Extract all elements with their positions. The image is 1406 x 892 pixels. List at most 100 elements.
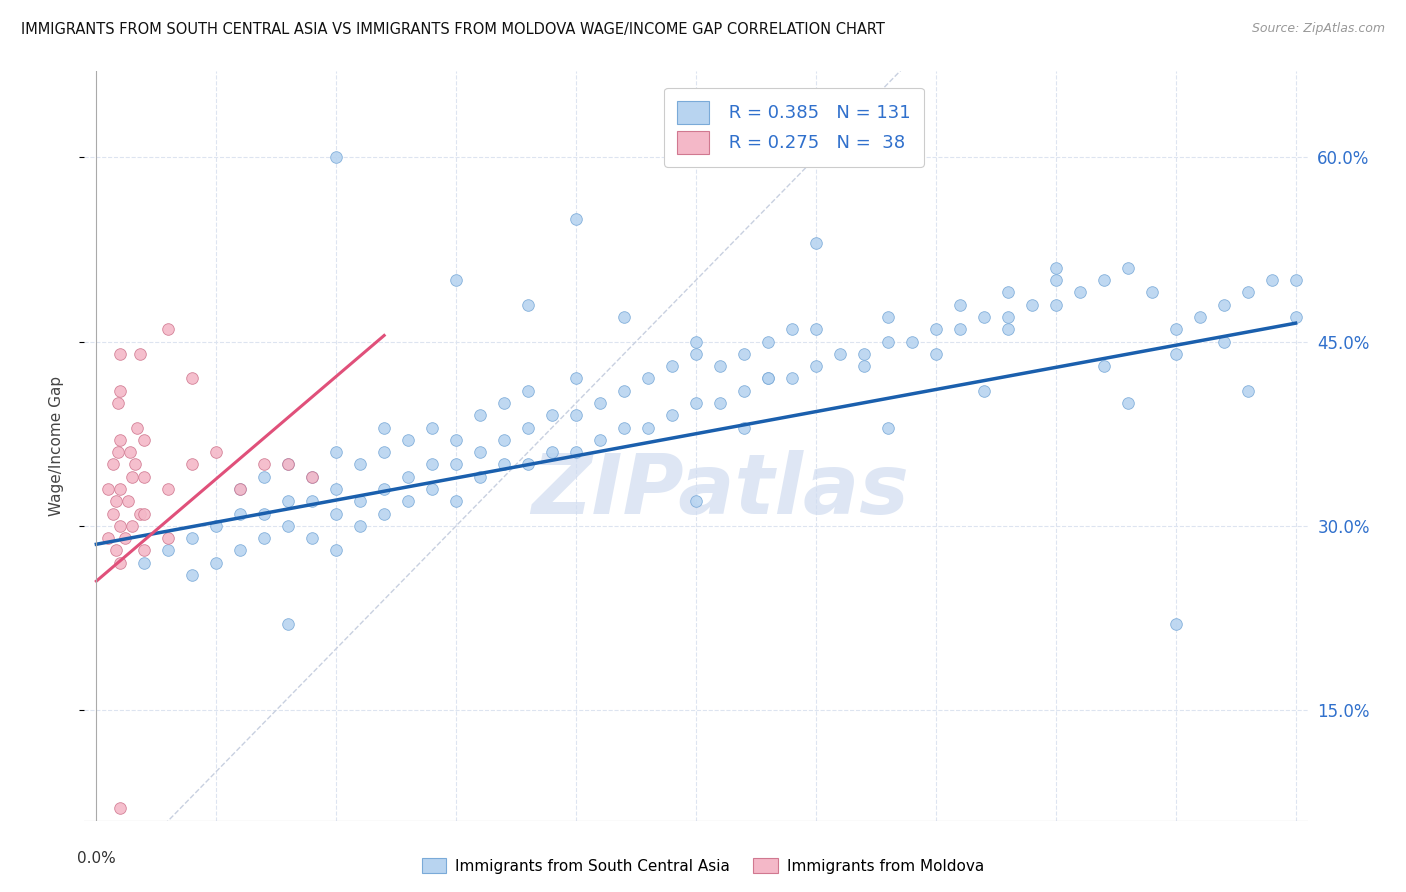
Point [117, 494, 139, 508]
Point [804, 236, 827, 251]
Point [107, 396, 129, 410]
Point [565, 371, 588, 385]
Point [277, 494, 299, 508]
Point [110, 556, 132, 570]
Point [1045, 298, 1067, 312]
Point [277, 519, 299, 533]
Point [325, 445, 347, 459]
Point [253, 531, 276, 545]
Point [876, 420, 898, 434]
Point [613, 310, 636, 324]
Point [901, 334, 924, 349]
Point [685, 396, 707, 410]
Point [1092, 273, 1115, 287]
Point [349, 519, 371, 533]
Point [852, 347, 875, 361]
Point [114, 531, 136, 545]
Point [277, 458, 299, 472]
Point [1164, 322, 1187, 336]
Point [1164, 347, 1187, 361]
Point [205, 556, 228, 570]
Point [949, 322, 972, 336]
Point [134, 556, 156, 570]
Point [494, 396, 516, 410]
Point [277, 458, 299, 472]
Point [444, 433, 467, 447]
Point [613, 420, 636, 434]
Point [420, 420, 443, 434]
Point [733, 347, 755, 361]
Legend:  R = 0.385   N = 131,  R = 0.275   N =  38: R = 0.385 N = 131, R = 0.275 N = 38 [664, 88, 924, 167]
Point [444, 494, 467, 508]
Point [685, 347, 707, 361]
Legend: Immigrants from South Central Asia, Immigrants from Moldova: Immigrants from South Central Asia, Immi… [416, 852, 990, 880]
Text: IMMIGRANTS FROM SOUTH CENTRAL ASIA VS IMMIGRANTS FROM MOLDOVA WAGE/INCOME GAP CO: IMMIGRANTS FROM SOUTH CENTRAL ASIA VS IM… [21, 22, 884, 37]
Point [301, 531, 323, 545]
Point [396, 494, 419, 508]
Point [517, 458, 540, 472]
Point [229, 482, 252, 496]
Point [101, 507, 124, 521]
Point [181, 371, 204, 385]
Point [1260, 273, 1282, 287]
Point [181, 568, 204, 582]
Point [110, 482, 132, 496]
Point [733, 420, 755, 434]
Point [661, 359, 683, 373]
Point [110, 384, 132, 398]
Point [1045, 273, 1067, 287]
Point [104, 543, 127, 558]
Point [709, 359, 731, 373]
Point [229, 482, 252, 496]
Point [468, 409, 491, 423]
Point [565, 211, 588, 226]
Point [396, 469, 419, 483]
Point [1140, 285, 1163, 300]
Point [494, 433, 516, 447]
Point [589, 396, 612, 410]
Point [1164, 617, 1187, 632]
Point [517, 420, 540, 434]
Point [118, 445, 141, 459]
Point [1092, 359, 1115, 373]
Point [301, 469, 323, 483]
Point [804, 359, 827, 373]
Point [828, 347, 851, 361]
Point [205, 519, 228, 533]
Point [637, 371, 659, 385]
Point [253, 469, 276, 483]
Point [1212, 334, 1234, 349]
Point [517, 384, 540, 398]
Point [157, 543, 180, 558]
Point [973, 310, 995, 324]
Point [780, 371, 803, 385]
Point [396, 433, 419, 447]
Point [420, 458, 443, 472]
Point [733, 384, 755, 398]
Point [349, 494, 371, 508]
Point [110, 519, 132, 533]
Point [876, 310, 898, 324]
Point [685, 494, 707, 508]
Point [444, 458, 467, 472]
Point [1116, 260, 1139, 275]
Point [128, 507, 150, 521]
Point [121, 519, 143, 533]
Point [613, 384, 636, 398]
Point [157, 322, 180, 336]
Point [124, 458, 146, 472]
Point [925, 322, 948, 336]
Point [444, 273, 467, 287]
Point [804, 322, 827, 336]
Point [589, 433, 612, 447]
Point [253, 458, 276, 472]
Point [134, 469, 156, 483]
Point [756, 371, 779, 385]
Point [925, 347, 948, 361]
Point [325, 507, 347, 521]
Point [229, 543, 252, 558]
Point [1284, 310, 1306, 324]
Point [121, 469, 143, 483]
Point [349, 458, 371, 472]
Point [1236, 285, 1258, 300]
